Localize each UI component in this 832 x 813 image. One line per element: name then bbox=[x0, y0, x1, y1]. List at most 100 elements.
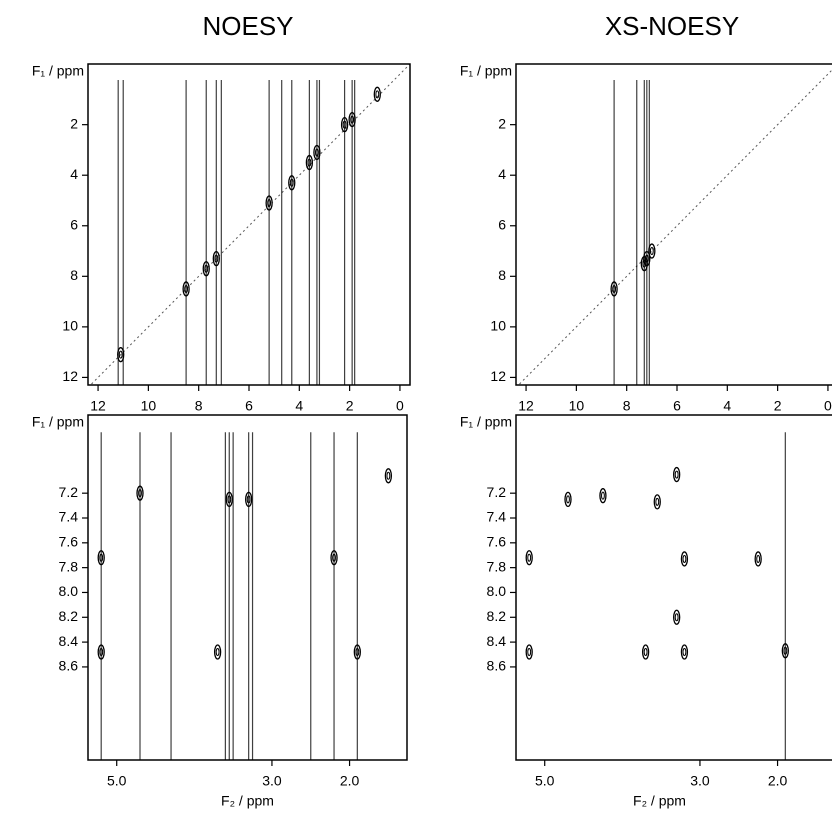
peak-inner bbox=[350, 115, 355, 124]
x-axis-label: F₂ / ppm bbox=[633, 793, 686, 809]
peak bbox=[305, 154, 314, 171]
peak bbox=[564, 491, 572, 508]
x-tick-label: 4 bbox=[723, 398, 731, 414]
peak bbox=[330, 550, 338, 566]
peak-inner bbox=[527, 648, 532, 657]
peak bbox=[182, 281, 190, 297]
peak-inner bbox=[184, 284, 189, 293]
y-tick-label: 8 bbox=[498, 267, 506, 283]
x-tick-label: 6 bbox=[245, 398, 253, 414]
y-tick-label: 10 bbox=[490, 318, 506, 334]
peak-inner bbox=[601, 491, 605, 500]
peak-inner bbox=[227, 495, 232, 504]
x-tick-label: 8 bbox=[195, 398, 203, 414]
y-tick-label: 6 bbox=[70, 216, 78, 232]
peak bbox=[641, 644, 650, 660]
peak bbox=[673, 466, 681, 483]
y-tick-label: 8.6 bbox=[487, 658, 507, 674]
x-tick-label: 10 bbox=[569, 398, 585, 414]
x-tick-label: 10 bbox=[141, 398, 157, 414]
peak-inner bbox=[315, 148, 319, 157]
x-axis-label: F₂ / ppm bbox=[221, 793, 274, 809]
plot-frame bbox=[515, 414, 832, 761]
x-tick-label: 12 bbox=[90, 398, 106, 414]
peak-inner bbox=[246, 495, 251, 504]
peak-inner bbox=[527, 553, 532, 562]
peak-inner bbox=[649, 247, 654, 256]
y-tick-label: 4 bbox=[498, 166, 506, 182]
x-tick-label: 5.0 bbox=[107, 773, 127, 789]
y-tick-label: 6 bbox=[498, 216, 506, 232]
y-tick-label: 8.4 bbox=[487, 633, 507, 649]
peak-inner bbox=[643, 648, 648, 657]
y-tick-label: 4 bbox=[70, 166, 78, 182]
peak bbox=[202, 261, 210, 277]
y-axis-label: F₁ / ppm bbox=[460, 414, 512, 430]
peak bbox=[653, 494, 661, 510]
y-tick-label: 8.6 bbox=[59, 658, 79, 674]
x-tick-label: 2.0 bbox=[340, 773, 360, 789]
peak bbox=[648, 243, 656, 259]
y-axis-label: F₁ / ppm bbox=[32, 414, 84, 430]
y-tick-label: 8.0 bbox=[487, 583, 507, 599]
panel-title: NOESY bbox=[202, 11, 293, 41]
peak-inner bbox=[655, 497, 660, 506]
y-tick-label: 10 bbox=[62, 318, 78, 334]
diagonal bbox=[89, 64, 410, 385]
y-tick-label: 8.4 bbox=[59, 633, 79, 649]
plot-area bbox=[89, 64, 410, 385]
peak-inner bbox=[355, 648, 360, 657]
peak-inner bbox=[566, 495, 570, 504]
peak-inner bbox=[612, 284, 617, 293]
peak bbox=[288, 175, 296, 191]
peak-inner bbox=[214, 254, 219, 263]
peak bbox=[599, 488, 607, 504]
peak-inner bbox=[342, 120, 347, 129]
peak bbox=[754, 551, 762, 567]
y-tick-label: 2 bbox=[498, 115, 506, 131]
peak-inner bbox=[99, 648, 104, 657]
peak-inner bbox=[375, 90, 380, 99]
plot-frame bbox=[515, 63, 832, 386]
peak-inner bbox=[644, 254, 649, 263]
plot-area bbox=[517, 69, 832, 385]
peak-inner bbox=[674, 613, 679, 622]
peak bbox=[680, 644, 689, 660]
y-tick-label: 8.2 bbox=[59, 608, 79, 624]
x-tick-label: 0 bbox=[396, 398, 404, 414]
y-tick-label: 7.4 bbox=[487, 509, 507, 525]
peak bbox=[525, 550, 533, 566]
peak bbox=[353, 644, 361, 660]
y-tick-label: 8.2 bbox=[487, 608, 507, 624]
y-axis-label: F₁ / ppm bbox=[32, 63, 84, 79]
x-tick-label: 4 bbox=[295, 398, 303, 414]
peak bbox=[97, 644, 105, 660]
peak-inner bbox=[215, 648, 220, 657]
peak-inner bbox=[682, 648, 687, 657]
x-tick-label: 2.0 bbox=[768, 773, 788, 789]
y-tick-label: 8.0 bbox=[59, 583, 79, 599]
x-tick-label: 0 bbox=[824, 398, 832, 414]
x-tick-label: 5.0 bbox=[535, 773, 555, 789]
peak bbox=[213, 644, 222, 660]
x-tick-label: 12 bbox=[518, 398, 534, 414]
peak-inner bbox=[386, 471, 391, 480]
peak bbox=[680, 551, 689, 567]
peak bbox=[117, 347, 125, 363]
y-tick-label: 12 bbox=[62, 368, 78, 384]
y-tick-label: 7.8 bbox=[487, 558, 507, 574]
peak-inner bbox=[756, 554, 761, 563]
y-tick-label: 7.2 bbox=[487, 484, 507, 500]
y-tick-label: 7.2 bbox=[59, 484, 79, 500]
peak bbox=[265, 195, 273, 211]
peak-inner bbox=[138, 489, 142, 498]
y-axis-label: F₁ / ppm bbox=[460, 63, 512, 79]
peak bbox=[348, 111, 356, 128]
plot-area bbox=[97, 432, 393, 760]
peak bbox=[781, 643, 789, 659]
peak bbox=[384, 468, 393, 484]
peak-inner bbox=[118, 350, 123, 359]
peak bbox=[225, 491, 233, 508]
y-tick-label: 7.4 bbox=[59, 509, 79, 525]
